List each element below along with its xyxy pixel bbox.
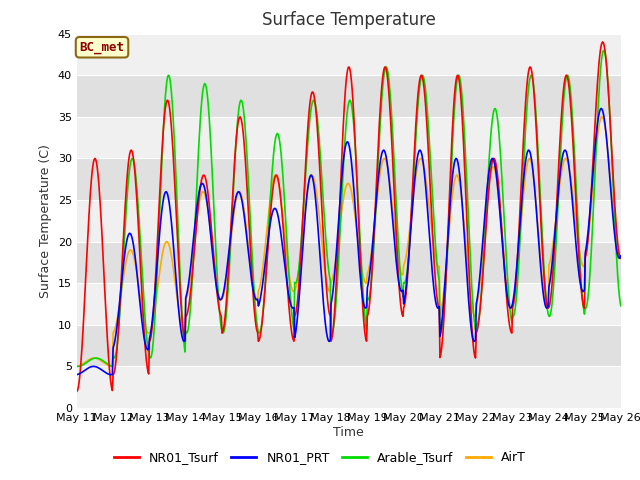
Bar [77,158,621,200]
Bar [77,241,621,283]
Bar [77,117,621,158]
Bar [77,283,621,325]
Bar [77,366,621,408]
Legend: NR01_Tsurf, NR01_PRT, Arable_Tsurf, AirT: NR01_Tsurf, NR01_PRT, Arable_Tsurf, AirT [109,446,531,469]
Bar [77,75,621,117]
X-axis label: Time: Time [333,426,364,439]
Bar [77,325,621,366]
Bar [77,200,621,241]
Bar [77,34,621,75]
Y-axis label: Surface Temperature (C): Surface Temperature (C) [39,144,52,298]
Text: BC_met: BC_met [79,41,125,54]
Title: Surface Temperature: Surface Temperature [262,11,436,29]
